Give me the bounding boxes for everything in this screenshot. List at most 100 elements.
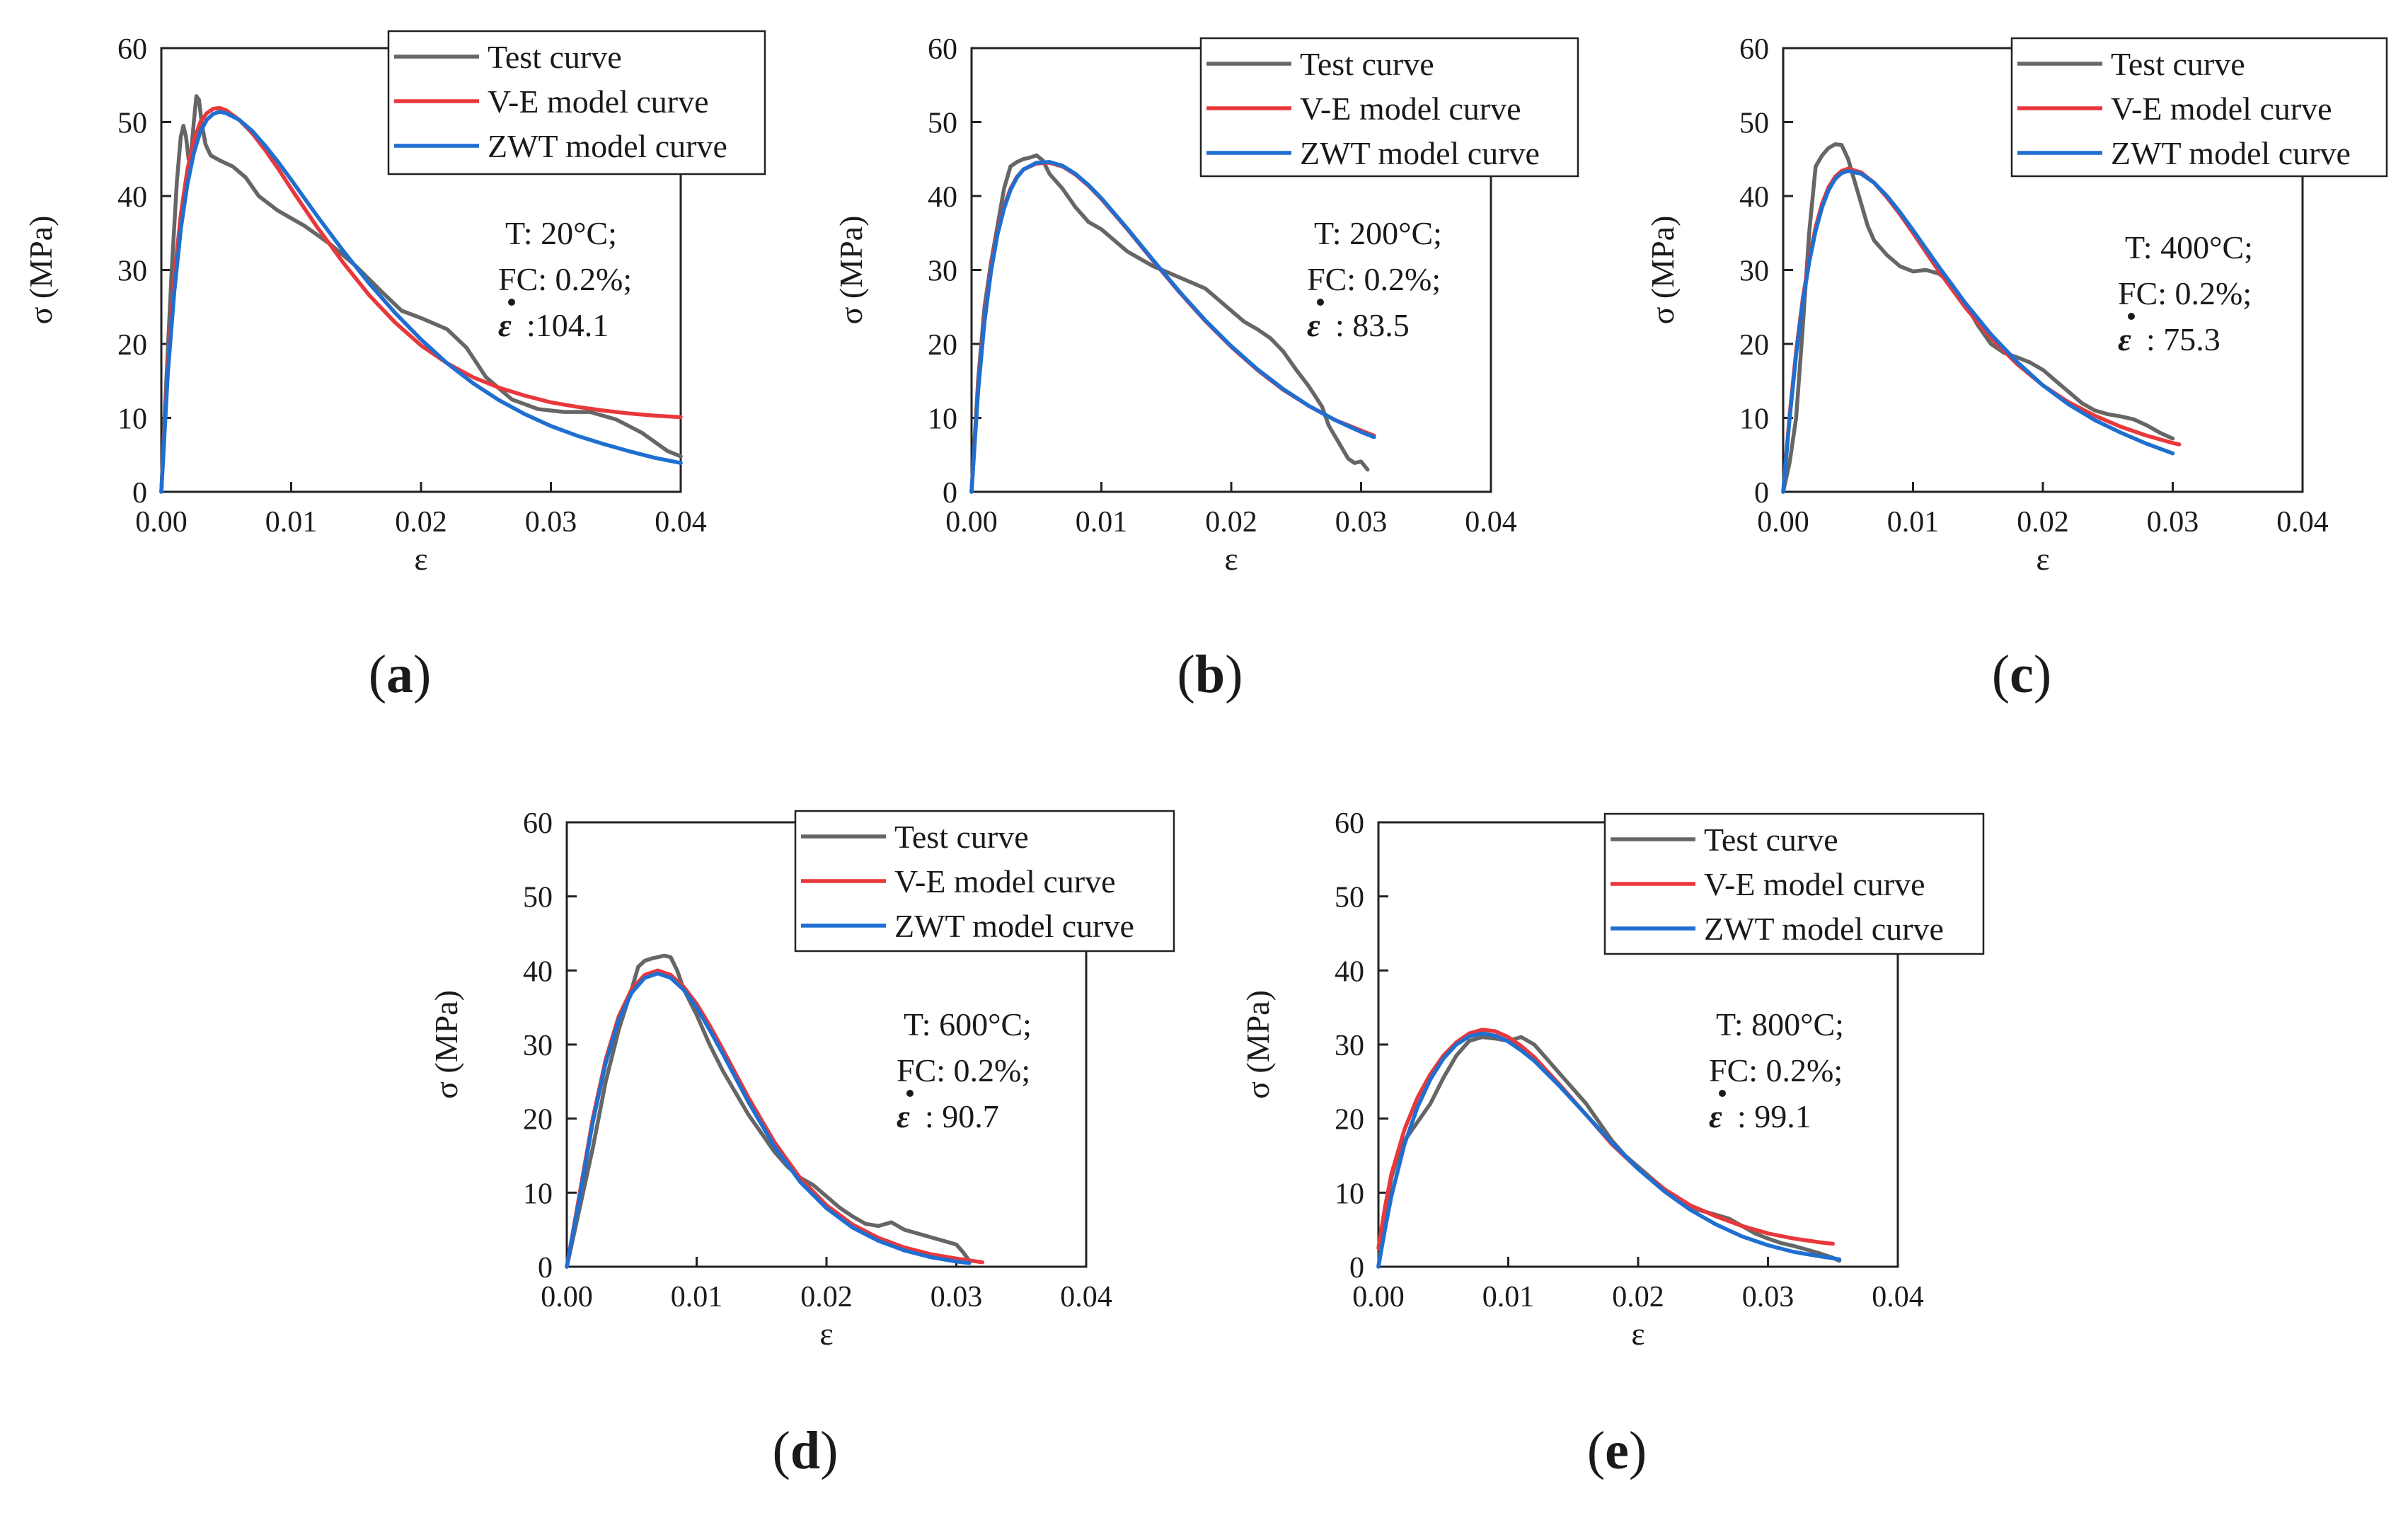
panel-e: 0.00 0.01 0.02 0.03 0.04 0 10 20 30 40 50 60 ε σ (MPa… [1240, 807, 1985, 1480]
series-line-test [565, 953, 972, 1269]
annotation-temperature: T: 600°C; [904, 1006, 1032, 1042]
panel-label: (e) [1587, 1421, 1647, 1480]
y-tick-label: 60 [1335, 807, 1364, 840]
strain-rate-dot [1317, 299, 1324, 306]
series-line-zwt-model [565, 971, 972, 1269]
y-tick-label: 40 [1739, 181, 1769, 214]
x-tick-label: 0.01 [1076, 506, 1128, 539]
y-tick-label: 60 [117, 33, 147, 66]
panel-d: 0.00 0.01 0.02 0.03 0.04 0 10 20 30 40 50 60 ε σ (MPa… [428, 807, 1175, 1480]
strain-rate-dot [906, 1090, 914, 1097]
y-tick-label: 30 [1335, 1030, 1364, 1062]
y-tick-label: 60 [928, 33, 957, 66]
panel-label: (a) [369, 645, 432, 704]
strain-rate-dot [508, 299, 515, 306]
legend-label: V-E model curve [2111, 91, 2332, 127]
annotation-strain-rate: : 99.1 [1737, 1098, 1811, 1134]
series-line-test [969, 153, 1370, 494]
annotation-temperature: T: 20°C; [505, 215, 617, 251]
strain-rate-symbol: ε [1307, 307, 1320, 343]
annotation-temperature: T: 800°C; [1716, 1006, 1844, 1042]
y-tick-label: 40 [117, 181, 147, 214]
strain-rate-symbol: ε [2118, 321, 2131, 357]
legend-label: Test curve [1704, 822, 1838, 858]
x-tick-label: 0.02 [2017, 506, 2069, 539]
x-tick-label: 0.01 [1482, 1281, 1535, 1313]
x-tick-label: 0.02 [800, 1281, 853, 1313]
series-line-test [1376, 1035, 1842, 1269]
y-tick-label: 50 [1335, 882, 1364, 914]
y-tick-label: 20 [117, 329, 147, 362]
y-tick-label: 20 [928, 329, 957, 362]
strain-rate-dot [2128, 313, 2135, 320]
strain-rate-dot [1719, 1090, 1726, 1097]
series-line-zwt-model [159, 110, 683, 494]
y-tick-label: 10 [1739, 403, 1769, 436]
legend-label: ZWT model curve [894, 908, 1134, 944]
panel-label: (c) [1992, 645, 2051, 704]
x-tick-label: 0.02 [1612, 1281, 1664, 1313]
y-tick-label: 30 [928, 255, 957, 288]
y-tick-label: 40 [523, 955, 553, 988]
x-axis-title: ε [2036, 541, 2049, 577]
y-tick-label: 30 [117, 255, 147, 288]
legend-label: Test curve [488, 39, 622, 75]
x-tick-label: 0.00 [541, 1281, 593, 1313]
panel-c: 0.00 0.01 0.02 0.03 0.04 0 10 20 30 40 50 60 ε σ (MPa… [1644, 33, 2388, 704]
legend-label: V-E model curve [894, 863, 1116, 899]
annotation-fiber-content: FC: 0.2%; [498, 261, 632, 297]
y-tick-label: 10 [1335, 1178, 1364, 1210]
y-tick-label: 50 [523, 882, 553, 914]
x-tick-label: 0.01 [1887, 506, 1940, 539]
x-tick-label: 0.00 [1352, 1281, 1405, 1313]
y-tick-label: 20 [1335, 1104, 1364, 1137]
legend-label: V-E model curve [1704, 866, 1925, 902]
y-tick-label: 40 [928, 181, 957, 214]
annotation-strain-rate: : 83.5 [1335, 307, 1410, 343]
y-axis-title: σ (MPa) [1240, 990, 1276, 1099]
legend-label: V-E model curve [1300, 91, 1521, 127]
annotation-fiber-content: FC: 0.2%; [1709, 1052, 1843, 1088]
annotation-strain-rate: : 90.7 [925, 1098, 999, 1134]
y-tick-label: 10 [928, 403, 957, 436]
x-tick-label: 0.03 [1335, 506, 1388, 539]
y-tick-label: 0 [132, 477, 147, 510]
x-tick-label: 0.02 [1205, 506, 1257, 539]
y-tick-label: 0 [943, 477, 957, 510]
annotation-temperature: T: 200°C; [1314, 215, 1442, 251]
y-axis-title: σ (MPa) [833, 216, 869, 325]
y-tick-label: 30 [523, 1030, 553, 1062]
x-tick-label: 0.00 [135, 506, 188, 539]
strain-rate-symbol: ε [1709, 1098, 1722, 1134]
y-tick-label: 60 [1739, 33, 1769, 66]
panel-label: (d) [773, 1421, 839, 1480]
y-tick-label: 0 [538, 1252, 553, 1284]
series-line-zwt-model [969, 160, 1376, 494]
annotation-temperature: T: 400°C; [2125, 229, 2253, 265]
x-axis-title: ε [414, 541, 427, 577]
x-tick-label: 0.00 [1757, 506, 1809, 539]
legend-label: ZWT model curve [2111, 135, 2351, 171]
y-axis-title: σ (MPa) [23, 216, 59, 325]
y-tick-label: 0 [1754, 477, 1769, 510]
y-axis-title: σ (MPa) [428, 990, 464, 1099]
y-tick-label: 30 [1739, 255, 1769, 288]
y-axis-title: σ (MPa) [1644, 216, 1681, 325]
series-line-ve-model [159, 105, 683, 494]
annotation-fiber-content: FC: 0.2%; [1307, 261, 1441, 297]
legend-label: Test curve [894, 819, 1029, 855]
x-tick-label: 0.04 [1060, 1281, 1112, 1313]
annotation-fiber-content: FC: 0.2%; [2118, 275, 2252, 311]
legend-label: ZWT model curve [488, 128, 727, 164]
x-tick-label: 0.04 [1465, 506, 1517, 539]
y-tick-label: 50 [1739, 108, 1769, 140]
y-tick-label: 10 [117, 403, 147, 436]
y-tick-label: 40 [1335, 955, 1364, 988]
series-line-test [1781, 142, 2175, 494]
legend-label: ZWT model curve [1704, 911, 1944, 947]
y-tick-label: 60 [523, 807, 553, 840]
y-tick-label: 0 [1349, 1252, 1364, 1284]
x-tick-label: 0.03 [2147, 506, 2199, 539]
annotation-fiber-content: FC: 0.2%; [897, 1052, 1030, 1088]
